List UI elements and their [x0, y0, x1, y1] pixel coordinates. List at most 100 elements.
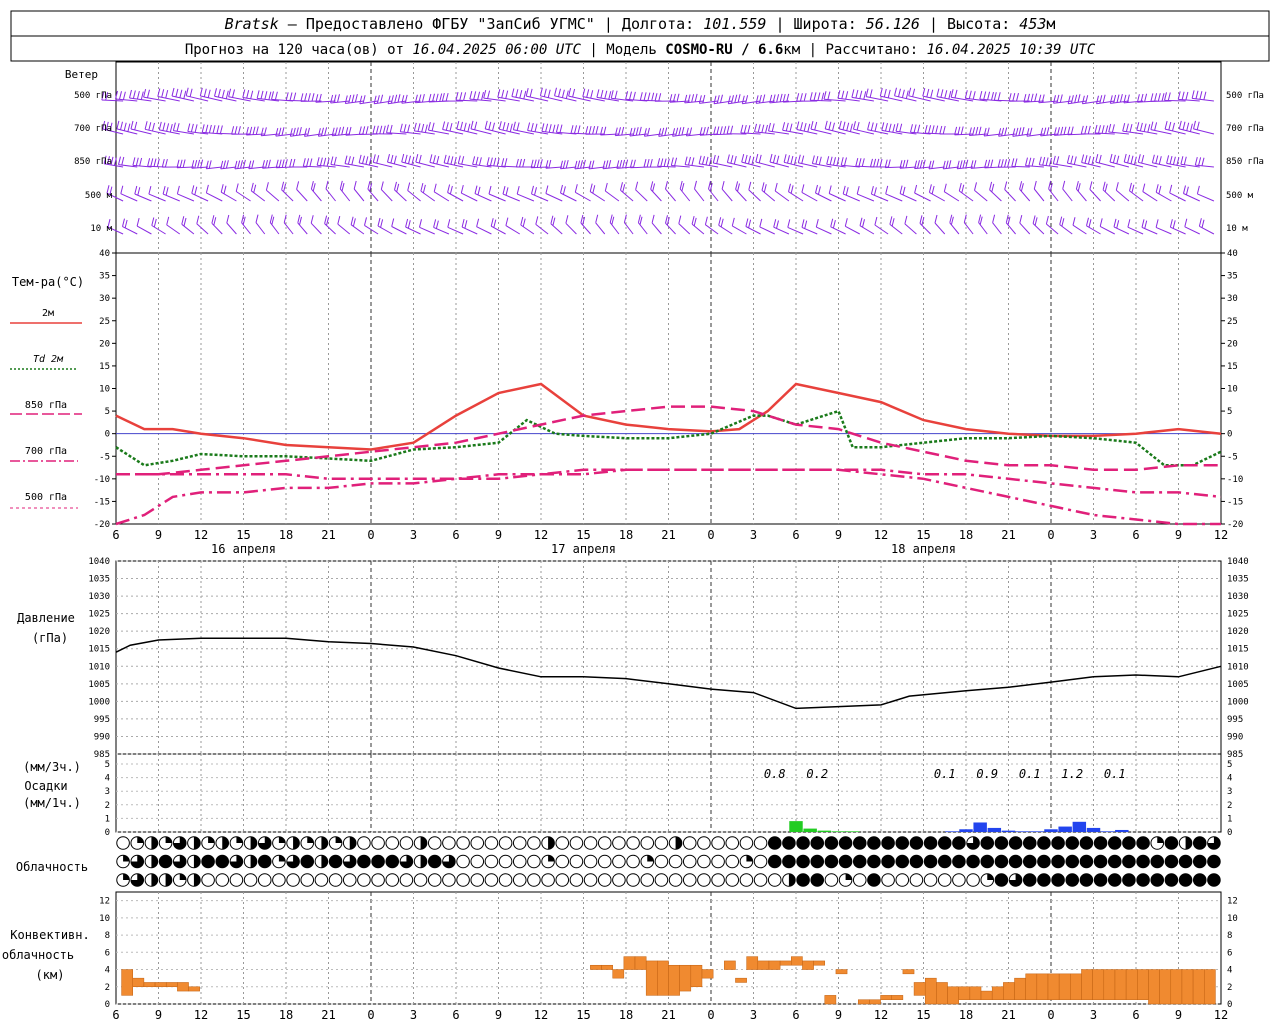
wind-barb-feather — [698, 155, 702, 164]
wind-barb — [206, 192, 223, 202]
wind-barb-feather — [176, 159, 180, 168]
wind-barb-feather — [1203, 91, 1207, 100]
precip-ytick-right: 1 — [1227, 814, 1232, 824]
wind-barb — [944, 191, 960, 202]
wind-barb-feather — [297, 214, 301, 224]
cloud-symbol — [1093, 836, 1108, 850]
xtick-bottom: 18 — [619, 1008, 633, 1022]
series-t500 — [115, 468, 1221, 526]
wind-barb-feather — [1070, 95, 1074, 104]
wind-barb-feather — [109, 122, 113, 131]
wind-barb-feather — [959, 160, 963, 169]
wind-barb-feather — [813, 92, 817, 101]
cloud-symbol — [1037, 836, 1051, 850]
wind-barb — [118, 164, 138, 168]
wind-barb-feather — [264, 91, 268, 100]
wind-barb-feather — [684, 94, 688, 104]
precip-ytick-left: 0 — [105, 828, 110, 838]
wind-barb-feather — [804, 220, 808, 229]
wind-barb-feather — [250, 182, 254, 192]
wind-barb-feather — [396, 183, 400, 193]
wind-barb-feather — [660, 158, 664, 167]
cloud-symbol — [470, 836, 485, 850]
wind-barb-feather — [942, 125, 946, 135]
wind-barb-feather — [769, 94, 773, 104]
pressure-ytick-left: 1005 — [88, 680, 110, 690]
cloud-symbol — [796, 854, 810, 869]
wind-barb-feather — [990, 159, 994, 168]
cloud-symbol — [824, 873, 839, 887]
wind-barb-feather — [539, 159, 543, 168]
precip-label-3: (мм/1ч.) — [23, 796, 81, 810]
wind-barb-feather — [165, 187, 169, 196]
legend-td2m-label: Td 2м — [33, 354, 64, 365]
wind-barb-feather — [208, 124, 212, 134]
xtick-temp: 15 — [236, 528, 250, 542]
wind-barb — [502, 193, 520, 202]
wind-barb-feather — [307, 93, 311, 102]
wind-barb-feather — [869, 89, 873, 98]
convective-bar — [1170, 969, 1183, 1005]
wind-barb-feather — [419, 219, 422, 228]
cloud-symbol — [470, 873, 485, 887]
wind-barb-feather — [298, 126, 302, 136]
cloud-symbol — [966, 854, 980, 869]
cloud-fill — [647, 855, 654, 862]
cloud-symbol — [215, 854, 230, 869]
wind-barb-feather — [830, 218, 834, 227]
wind-barb-feather — [304, 93, 308, 102]
xtick-temp: 3 — [750, 528, 757, 542]
wind-barb — [1096, 100, 1115, 105]
cloud-symbol — [1051, 854, 1065, 869]
wind-barb-feather — [1122, 122, 1126, 132]
wind-barb-feather — [1099, 95, 1103, 104]
wind-barb — [1155, 226, 1172, 235]
wind-barb-feather — [716, 126, 720, 135]
cloud-symbol — [824, 854, 839, 869]
wind-barb-feather — [755, 153, 759, 163]
wind-barb-feather — [463, 122, 467, 131]
convective-bar — [177, 982, 189, 992]
wind-barb-feather — [944, 90, 948, 99]
wind-barb-feather — [687, 94, 691, 103]
precip-ytick-left: 2 — [105, 801, 110, 811]
wind-barb-feather — [765, 124, 768, 134]
cloud-symbol — [1008, 836, 1023, 850]
cloud-symbol — [838, 854, 853, 869]
wind-barb-feather — [957, 126, 961, 135]
wind-barb-feather — [694, 180, 697, 190]
convective-bar — [623, 956, 636, 970]
precip-bar-green — [789, 821, 803, 832]
wind-barb-feather — [978, 214, 982, 223]
wind-barb — [974, 190, 988, 202]
cloud-symbol — [994, 873, 1009, 887]
wind-barb — [880, 95, 903, 102]
wind-barb — [669, 100, 690, 103]
wind-barb-feather — [570, 125, 574, 134]
wind-barb-feather — [484, 120, 488, 130]
wind-barb-feather — [987, 159, 991, 168]
wind-barb-feather — [643, 92, 647, 101]
cloud-symbol — [555, 854, 570, 869]
wind-barb-feather — [436, 155, 440, 165]
wind-barb — [1004, 189, 1016, 202]
wind-barb-feather — [774, 182, 778, 192]
cloud-symbol — [1192, 836, 1207, 850]
wind-barb-feather — [326, 217, 329, 226]
convective-bar — [802, 960, 814, 970]
wind-barb — [414, 130, 435, 135]
wind-barb — [325, 188, 336, 202]
wind-barb — [910, 131, 931, 135]
wind-barb-feather — [1045, 157, 1049, 166]
wind-barb — [1150, 129, 1172, 135]
wind-barb — [684, 100, 704, 104]
wind-barb-feather — [162, 185, 166, 195]
wind-barb — [517, 193, 535, 202]
wind-barb-feather — [1154, 93, 1158, 102]
wind-barb-feather — [658, 93, 662, 102]
cloud-symbol — [1150, 854, 1165, 869]
wind-barb-feather — [153, 158, 157, 167]
wind-barb-feather — [776, 155, 780, 164]
wind-barb — [527, 130, 549, 135]
xtick-temp: 21 — [661, 528, 675, 542]
